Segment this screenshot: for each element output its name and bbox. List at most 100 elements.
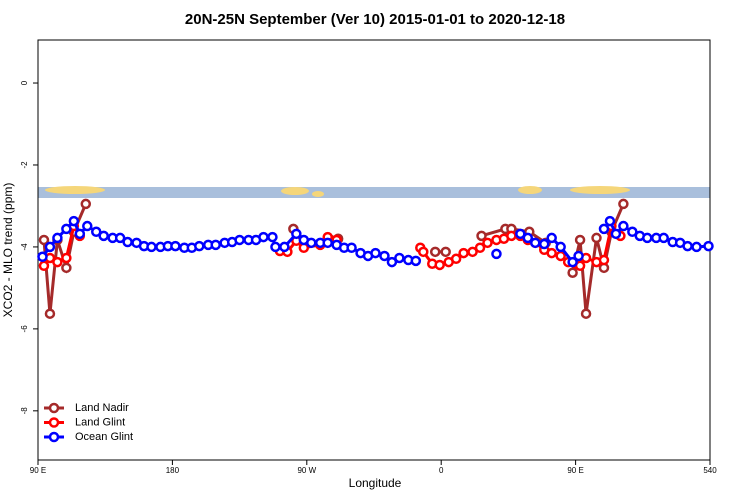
data-point (642, 232, 653, 244)
data-point (476, 230, 487, 242)
data-point (270, 241, 281, 253)
legend-marker (48, 402, 60, 414)
data-point (74, 228, 86, 240)
data-point (410, 255, 422, 267)
data-point (98, 230, 109, 242)
data-point (146, 241, 157, 253)
data-point (598, 223, 610, 235)
legend-label: Ocean Glint (75, 431, 133, 443)
map-strip (38, 186, 710, 198)
data-point (122, 236, 133, 248)
data-point (440, 246, 451, 258)
data-point (434, 259, 445, 271)
y-tick-label: -2 (20, 161, 29, 169)
series-line (42, 203, 625, 314)
data-point (450, 253, 462, 265)
data-point (258, 231, 269, 243)
data-point (482, 237, 493, 249)
data-point (682, 240, 693, 252)
data-point (491, 248, 502, 260)
x-tick-label: 0 (439, 466, 444, 475)
data-point (210, 239, 221, 251)
legend-marker (48, 431, 60, 443)
data-point (604, 215, 616, 227)
y-tick-label: 0 (20, 80, 29, 85)
y-tick-label: -4 (20, 243, 29, 251)
data-point (61, 223, 72, 235)
data-point (546, 232, 557, 244)
data-point (703, 240, 714, 252)
data-point (418, 246, 429, 258)
data-point (44, 241, 56, 253)
data-point (574, 234, 586, 246)
data-point (691, 241, 702, 253)
x-tick-label: 90 W (297, 466, 316, 475)
data-point (306, 237, 317, 249)
x-tick-label: 540 (703, 466, 717, 475)
data-point (82, 220, 93, 232)
data-point (68, 215, 80, 227)
data-point (580, 308, 592, 319)
data-point (538, 238, 550, 250)
data-point (658, 232, 669, 244)
data-point (555, 241, 566, 253)
data-point (346, 242, 357, 253)
y-tick-label: -8 (20, 407, 29, 415)
data-point (37, 251, 48, 263)
legend-item: Land Nadir (44, 402, 129, 414)
data-point (598, 254, 610, 266)
data-point (379, 250, 390, 262)
data-point (467, 246, 478, 258)
data-point (114, 232, 126, 244)
data-point (38, 234, 50, 246)
data-point (506, 230, 517, 242)
data-point (234, 234, 245, 246)
data-point (627, 226, 638, 238)
data-point (38, 260, 50, 272)
data-point (515, 228, 526, 240)
data-point (370, 247, 381, 259)
x-tick-label: 90 E (567, 466, 583, 475)
data-point (618, 220, 629, 232)
data-point (61, 252, 72, 264)
data-point (610, 228, 622, 240)
legend-label: Land Nadir (75, 402, 129, 414)
data-point (170, 240, 181, 252)
data-point (322, 237, 333, 249)
data-point (90, 226, 102, 238)
data-point (573, 250, 584, 262)
x-tick-label: 90 E (30, 466, 46, 475)
data-point (61, 262, 72, 274)
legend-item: Ocean Glint (44, 431, 133, 443)
data-point (194, 240, 205, 252)
x-tick-label: 180 (166, 466, 180, 475)
y-tick-label: -6 (20, 325, 29, 333)
data-point (429, 246, 441, 258)
data-point (386, 256, 398, 268)
legend-marker (48, 417, 60, 428)
data-point (80, 198, 92, 210)
data-point (618, 198, 629, 210)
data-point (567, 256, 578, 268)
data-point (474, 242, 486, 253)
data-point (52, 232, 63, 244)
data-point (394, 252, 405, 264)
data-point (546, 247, 557, 259)
data-point (522, 232, 534, 244)
y-axis-label: XCO2 - MLO trend (ppm) (1, 183, 15, 318)
data-point (530, 237, 541, 249)
data-point (267, 231, 278, 243)
data-point (555, 250, 566, 262)
data-point (567, 267, 578, 278)
legend-item: Land Glint (44, 416, 125, 428)
data-point (52, 256, 63, 268)
x-axis-label: Longitude (349, 476, 402, 490)
data-point (591, 232, 602, 244)
data-point (44, 308, 56, 319)
data-point (279, 241, 290, 253)
chart-title: 20N-25N September (Ver 10) 2015-01-01 to… (185, 11, 565, 28)
data-point (291, 228, 302, 240)
legend-label: Land Glint (75, 416, 125, 428)
data-point (458, 247, 469, 259)
